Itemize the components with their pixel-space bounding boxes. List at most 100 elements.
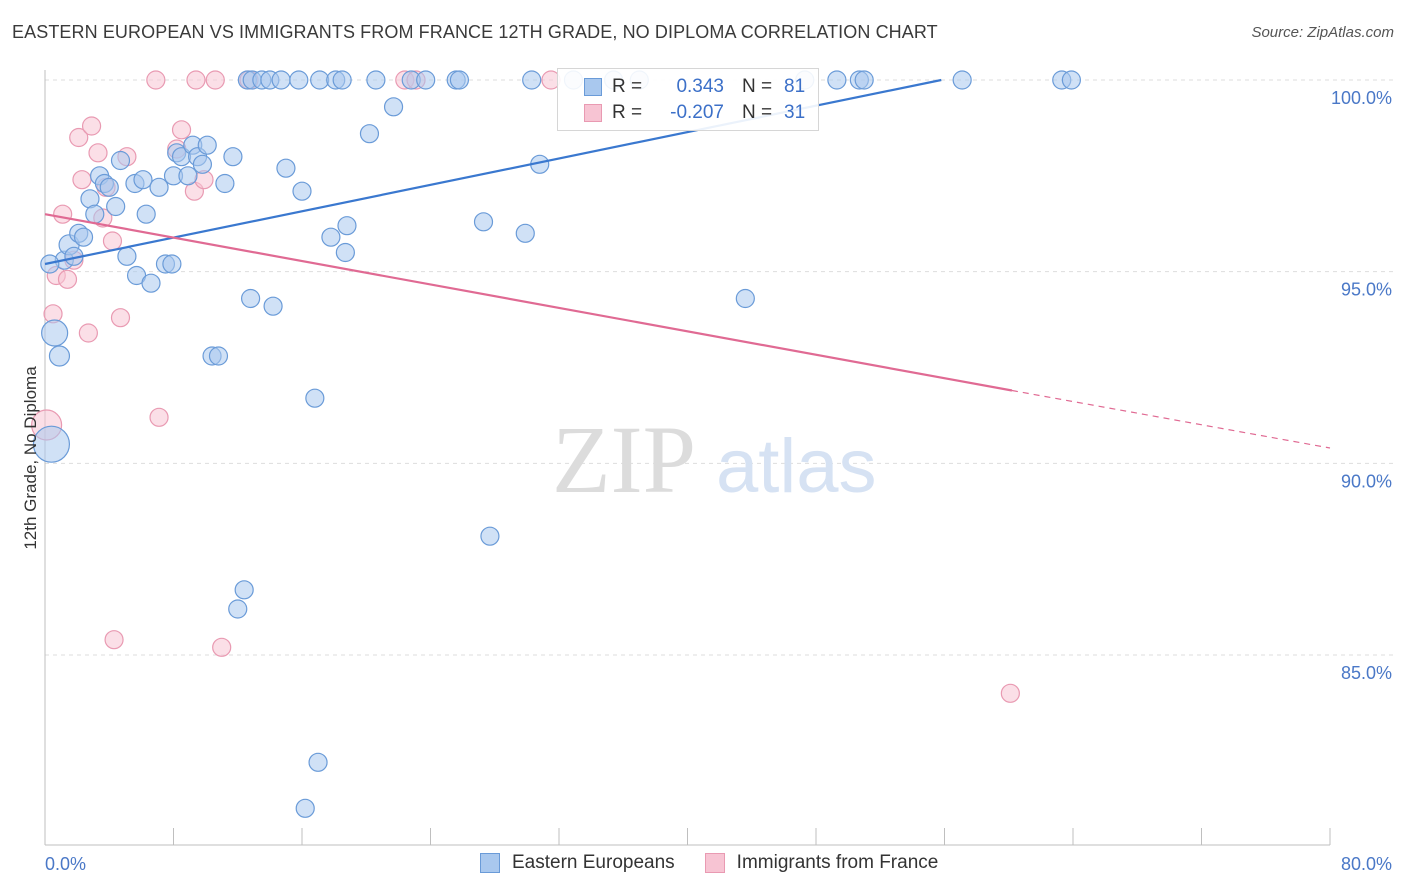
data-point-eastern — [136, 204, 156, 224]
data-point-eastern — [289, 70, 309, 90]
data-point-eastern — [32, 425, 71, 463]
data-point-eastern — [308, 752, 328, 772]
data-point-eastern — [952, 70, 972, 90]
data-point-france — [102, 231, 123, 251]
data-point-eastern — [522, 70, 542, 90]
data-point-eastern — [335, 242, 355, 263]
legend-swatch-blue — [584, 78, 602, 96]
data-point-france — [149, 407, 169, 427]
data-point-eastern — [228, 599, 248, 619]
series-legend: Eastern Europeans Immigrants from France — [480, 852, 968, 874]
data-point-eastern — [117, 246, 137, 266]
data-point-eastern — [337, 216, 357, 236]
data-point-france — [69, 127, 89, 148]
grid-lines — [45, 79, 1395, 656]
data-point-france — [81, 116, 102, 136]
data-point-eastern — [310, 70, 330, 90]
y-tick-label: 95.0% — [1341, 280, 1392, 300]
data-point-eastern — [215, 173, 235, 194]
data-point-france — [110, 308, 131, 328]
legend-r-label: R = — [612, 76, 643, 97]
data-point-eastern — [149, 177, 169, 197]
data-point-eastern — [263, 296, 283, 316]
data-point-eastern — [162, 254, 182, 274]
data-point-eastern — [241, 288, 261, 309]
y-tick-label: 85.0% — [1341, 663, 1392, 683]
legend-row-france: R = -0.207 N = 31 — [558, 100, 805, 126]
data-point-eastern — [515, 223, 535, 243]
source-label: Source: ZipAtlas.com — [1251, 24, 1394, 41]
data-point-eastern — [99, 177, 119, 197]
data-point-eastern — [473, 212, 494, 232]
data-point-france — [212, 637, 232, 657]
data-point-eastern — [305, 388, 325, 408]
data-point-eastern — [480, 526, 500, 546]
legend-row-eastern: R = 0.343 N = 81 — [558, 74, 805, 100]
data-point-eastern — [141, 273, 161, 293]
data-point-eastern — [178, 166, 198, 186]
data-point-france — [88, 143, 108, 163]
data-point-eastern — [321, 227, 341, 247]
legend-item-france[interactable]: Immigrants from France — [704, 852, 939, 874]
data-point-eastern — [48, 345, 71, 367]
data-point-france — [1000, 683, 1020, 703]
watermark-atlas: atlas — [716, 424, 877, 509]
tick-labels: 85.0% 90.0% 95.0% 100.0% 0.0% 80.0% — [45, 88, 1392, 874]
data-point-eastern — [41, 319, 69, 347]
data-point-eastern — [133, 170, 153, 190]
legend-swatch-pink — [704, 853, 725, 873]
data-point-eastern — [416, 70, 436, 90]
data-point-eastern — [197, 135, 217, 155]
chart-title: EASTERN EUROPEAN VS IMMIGRANTS FROM FRAN… — [12, 22, 938, 42]
data-point-eastern — [276, 158, 296, 178]
data-point-eastern — [208, 346, 229, 366]
data-point-eastern — [192, 154, 213, 174]
legend-r-value: -0.207 — [670, 102, 724, 123]
watermark: ZIP atlas — [552, 406, 877, 513]
data-point-france — [53, 204, 73, 224]
series-france-points — [31, 70, 1020, 703]
data-point-france — [171, 120, 192, 140]
legend-label-eastern: Eastern Europeans — [512, 852, 675, 873]
legend-n-value: 81 — [784, 76, 806, 97]
data-point-eastern — [383, 97, 404, 117]
legend-label-france: Immigrants from France — [736, 852, 939, 873]
legend-item-eastern[interactable]: Eastern Europeans — [480, 852, 675, 874]
data-point-eastern — [110, 150, 131, 171]
legend-swatch-blue — [480, 853, 500, 873]
data-point-eastern — [292, 181, 312, 201]
data-point-eastern — [332, 70, 352, 90]
data-point-france — [72, 170, 92, 190]
data-point-france — [146, 70, 166, 90]
data-point-eastern — [359, 124, 380, 144]
trend-lines — [44, 78, 1331, 449]
data-point-eastern — [85, 204, 105, 224]
trend-line-france — [44, 213, 1013, 392]
data-point-eastern — [449, 70, 470, 90]
legend-swatch-pink — [584, 104, 602, 122]
data-point-france — [205, 70, 225, 90]
data-point-eastern — [735, 288, 755, 309]
legend-r-value: 0.343 — [676, 76, 724, 97]
data-point-france — [104, 630, 124, 650]
data-point-eastern — [854, 70, 874, 90]
data-point-eastern — [271, 70, 291, 90]
data-point-eastern — [827, 70, 847, 90]
data-point-eastern — [1061, 70, 1081, 90]
data-point-eastern — [73, 227, 94, 247]
data-point-eastern — [234, 580, 254, 600]
legend-n-value: 31 — [784, 102, 806, 123]
data-point-france — [78, 323, 98, 343]
data-point-eastern — [366, 70, 386, 90]
data-point-eastern — [223, 147, 243, 167]
data-point-france — [57, 269, 78, 289]
stats-legend: R = 0.343 N = 81 R = -0.207 N = 31 — [557, 68, 819, 131]
data-point-france — [186, 70, 206, 90]
legend-n-label: N = — [742, 76, 773, 97]
y-axis-label: 12th Grade, No Diploma — [21, 366, 40, 550]
trend-line-france-extension — [1011, 389, 1331, 449]
y-tick-label: 100.0% — [1331, 88, 1392, 108]
legend-r-label: R = — [612, 102, 643, 123]
y-tick-label: 90.0% — [1341, 471, 1392, 491]
